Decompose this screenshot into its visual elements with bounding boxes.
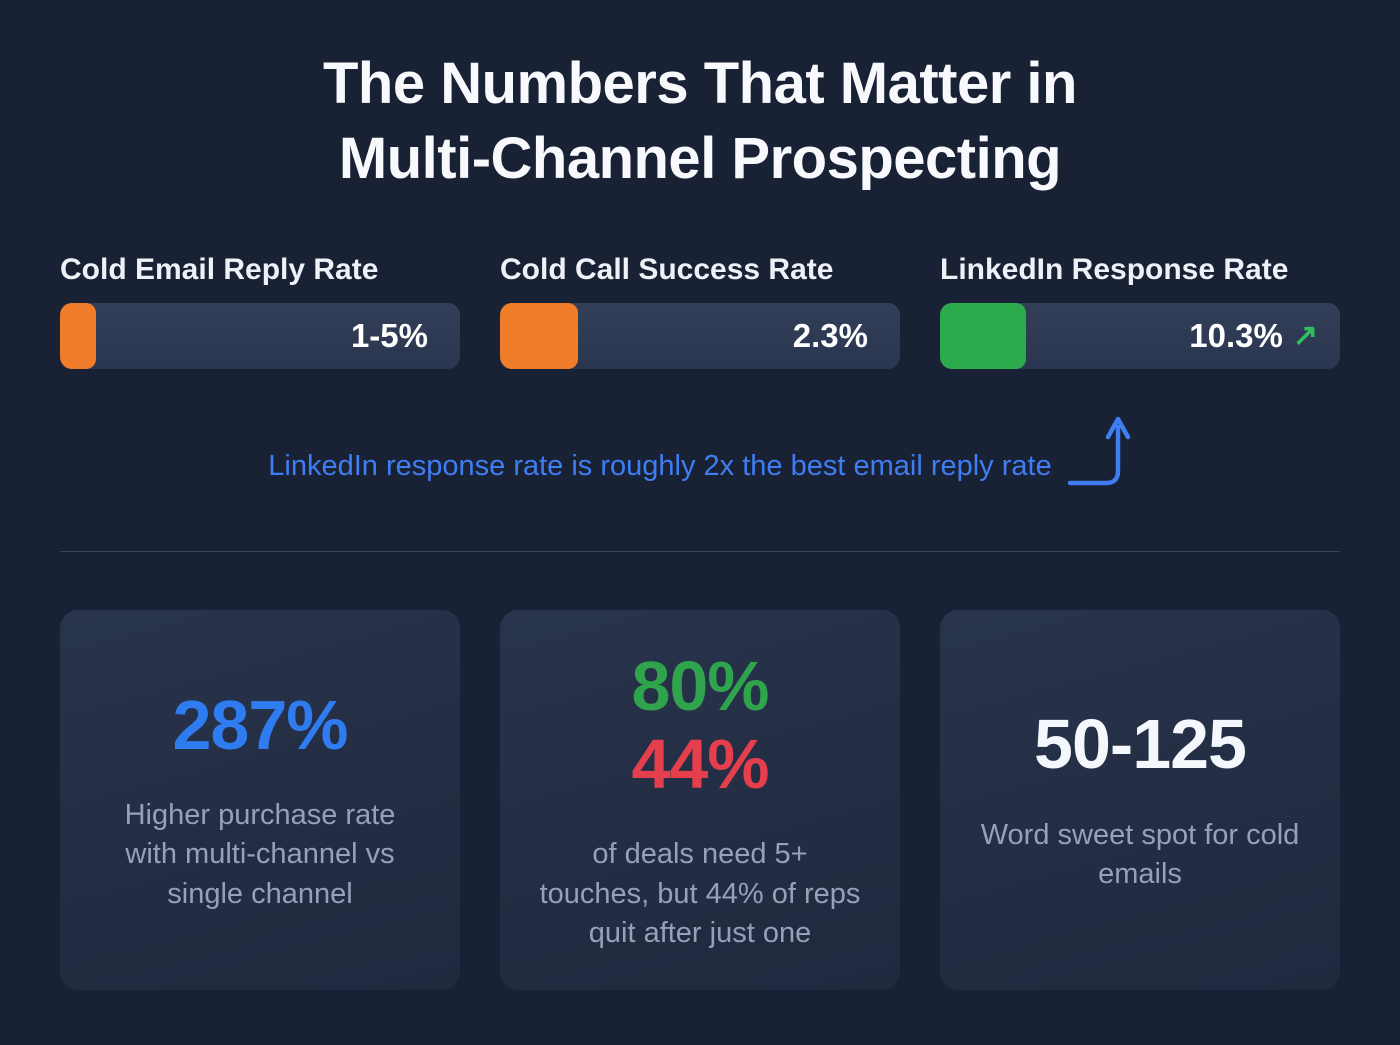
metric-chip: [500, 302, 578, 369]
metric-label: LinkedIn Response Rate: [940, 252, 1289, 286]
metric-linkedin: LinkedIn Response Rate 10.3% ↗: [940, 253, 1340, 369]
metric-value: 1-5%: [351, 317, 438, 355]
trend-up-icon: ↗: [1292, 319, 1318, 353]
metrics-section: Cold Email Reply Rate 1-5% Cold Call Suc…: [60, 253, 1340, 369]
metric-value-text: 1-5%: [350, 316, 428, 354]
stat-description: of deals need 5+ touches, but 44% of rep…: [539, 838, 861, 949]
curved-arrow-icon: [1067, 416, 1130, 486]
stat-card-purchase-rate: 287% Higher purchase rate with multi-cha…: [60, 609, 460, 990]
metric-chip: [940, 302, 1026, 369]
stat-value: 80%: [631, 646, 769, 725]
stat-cards-section: 287% Higher purchase rate with multi-cha…: [60, 609, 1340, 990]
stat-card-touches: 80% 44% of deals need 5+ touches, but 44…: [500, 609, 900, 990]
metric-value-text: 2.3%: [792, 316, 868, 354]
metric-value-text: 10.3%: [1189, 316, 1283, 354]
stat-card-word-count: 50-125 Word sweet spot for cold emails: [940, 609, 1340, 990]
stat-description: Word sweet spot for cold emails: [980, 818, 1300, 890]
stat-value: 287%: [172, 685, 348, 764]
metric-chip: [60, 302, 96, 369]
stat-value-secondary: 44%: [631, 725, 769, 804]
annotation-row: LinkedIn response rate is roughly 2x the…: [60, 411, 1340, 489]
page-title-line2: Multi-Channel Prospecting: [338, 126, 1062, 192]
metric-label: Cold Call Success Rate: [500, 252, 834, 286]
annotation-text: LinkedIn response rate is roughly 2x the…: [268, 449, 1052, 482]
metric-value: 10.3% ↗: [1189, 317, 1318, 355]
metric-cold-call: Cold Call Success Rate 2.3%: [500, 253, 900, 369]
page-title: The Numbers That Matter in Multi-Channel…: [60, 0, 1340, 197]
stat-value: 50-125: [1034, 705, 1247, 784]
page-title-line1: The Numbers That Matter in: [323, 51, 1077, 116]
metric-cold-email: Cold Email Reply Rate 1-5%: [60, 253, 460, 369]
metric-bar: 10.3% ↗: [940, 302, 1340, 369]
metric-bar: 1-5%: [60, 302, 460, 369]
stat-description: Higher purchase rate with multi-channel …: [124, 799, 396, 910]
divider: [60, 550, 1340, 552]
metric-bar: 2.3%: [500, 302, 900, 369]
metric-label: Cold Email Reply Rate: [60, 252, 379, 286]
metric-value: 2.3%: [793, 317, 878, 355]
